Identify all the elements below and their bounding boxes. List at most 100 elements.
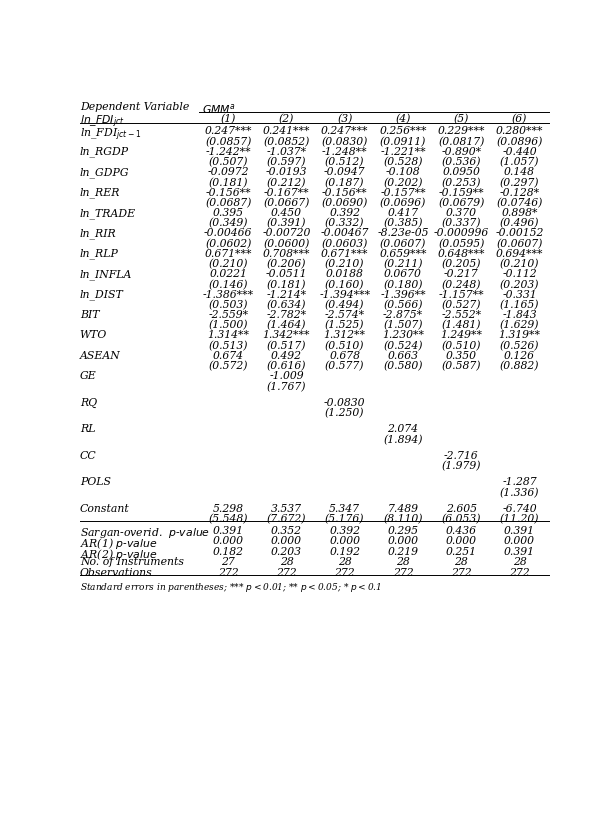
Text: $GMM^a$: $GMM^a$ — [202, 102, 236, 116]
Text: 0.898*: 0.898* — [501, 208, 538, 218]
Text: 0.000: 0.000 — [271, 536, 302, 546]
Text: -2.559*: -2.559* — [208, 310, 248, 320]
Text: 0.392: 0.392 — [329, 208, 360, 218]
Text: -6.740: -6.740 — [502, 504, 537, 514]
Text: 0.671***: 0.671*** — [321, 249, 368, 258]
Text: -1.287: -1.287 — [502, 478, 537, 487]
Text: (0.503): (0.503) — [208, 300, 248, 311]
Text: -2.574*: -2.574* — [325, 310, 365, 320]
Text: 28: 28 — [454, 557, 468, 567]
Text: (4): (4) — [395, 114, 411, 124]
Text: (0.0603): (0.0603) — [322, 239, 368, 249]
Text: (1.464): (1.464) — [267, 320, 306, 331]
Text: No. of Instruments: No. of Instruments — [80, 557, 184, 567]
Text: RQ: RQ — [80, 398, 97, 408]
Text: 0.000: 0.000 — [387, 536, 419, 546]
Text: 0.000: 0.000 — [329, 536, 360, 546]
Text: (0.527): (0.527) — [441, 300, 481, 311]
Text: (0.0667): (0.0667) — [263, 198, 310, 208]
Text: -1.396**: -1.396** — [380, 289, 426, 300]
Text: (1.894): (1.894) — [383, 434, 423, 445]
Text: 272: 272 — [451, 567, 471, 578]
Text: -0.0947: -0.0947 — [324, 167, 365, 177]
Text: ln_RGDP: ln_RGDP — [80, 147, 129, 157]
Text: (0.210): (0.210) — [500, 259, 539, 270]
Text: 0.436: 0.436 — [446, 526, 477, 536]
Text: (8.110): (8.110) — [383, 514, 423, 525]
Text: 272: 272 — [218, 567, 238, 578]
Text: 0.256***: 0.256*** — [379, 126, 427, 136]
Text: (0.510): (0.510) — [325, 341, 365, 351]
Text: 0.370: 0.370 — [446, 208, 477, 218]
Text: POLS: POLS — [80, 478, 111, 487]
Text: 0.417: 0.417 — [387, 208, 419, 218]
Text: (0.566): (0.566) — [383, 300, 423, 311]
Text: (1.500): (1.500) — [208, 320, 248, 331]
Text: 0.126: 0.126 — [504, 350, 535, 361]
Text: -0.00467: -0.00467 — [321, 228, 369, 238]
Text: AR(1) $p$-$value$: AR(1) $p$-$value$ — [80, 536, 158, 551]
Text: (0.297): (0.297) — [500, 178, 539, 187]
Text: 0.0188: 0.0188 — [326, 269, 364, 279]
Text: 0.0221: 0.0221 — [209, 269, 247, 279]
Text: -0.00720: -0.00720 — [262, 228, 311, 238]
Text: -2.716: -2.716 — [444, 451, 479, 460]
Text: (0.524): (0.524) — [383, 341, 423, 351]
Text: -0.112: -0.112 — [502, 269, 537, 279]
Text: 28: 28 — [396, 557, 410, 567]
Text: (1.250): (1.250) — [325, 408, 365, 418]
Text: 3.537: 3.537 — [271, 504, 302, 514]
Text: -1.037*: -1.037* — [267, 147, 306, 156]
Text: -0.0193: -0.0193 — [265, 167, 307, 177]
Text: Constant: Constant — [80, 504, 129, 514]
Text: RL: RL — [80, 425, 95, 434]
Text: $ln\_FDI_{jct}$: $ln\_FDI_{jct}$ — [80, 114, 124, 130]
Text: (0.580): (0.580) — [383, 361, 423, 372]
Text: -0.331: -0.331 — [502, 289, 537, 300]
Text: (0.0607): (0.0607) — [497, 239, 543, 249]
Text: (2): (2) — [279, 114, 294, 124]
Text: -0.0830: -0.0830 — [324, 398, 365, 408]
Text: 28: 28 — [338, 557, 352, 567]
Text: (0.337): (0.337) — [441, 218, 481, 229]
Text: (0.181): (0.181) — [208, 178, 248, 187]
Text: -0.159**: -0.159** — [438, 187, 484, 197]
Text: (0.494): (0.494) — [325, 300, 365, 311]
Text: 28: 28 — [280, 557, 294, 567]
Text: (0.577): (0.577) — [325, 361, 365, 372]
Text: -1.214*: -1.214* — [267, 289, 306, 300]
Text: (0.0602): (0.0602) — [205, 239, 251, 249]
Text: (0.211): (0.211) — [383, 259, 423, 270]
Text: Sargan-overid.  $p$-$value$: Sargan-overid. $p$-$value$ — [80, 526, 210, 540]
Text: -0.156**: -0.156** — [205, 187, 251, 197]
Text: (11.20): (11.20) — [500, 514, 539, 525]
Text: (1.629): (1.629) — [500, 320, 539, 331]
Text: 0.295: 0.295 — [387, 526, 419, 536]
Text: -0.167**: -0.167** — [264, 187, 310, 197]
Text: -1.009: -1.009 — [269, 371, 304, 381]
Text: 0.391: 0.391 — [504, 526, 535, 536]
Text: -0.0511: -0.0511 — [265, 269, 307, 279]
Text: (1.767): (1.767) — [267, 381, 306, 392]
Text: 0.203: 0.203 — [271, 547, 302, 557]
Text: (0.349): (0.349) — [208, 218, 248, 229]
Text: (0.528): (0.528) — [383, 157, 423, 167]
Text: 0.663: 0.663 — [387, 350, 419, 361]
Text: (6): (6) — [512, 114, 527, 124]
Text: -1.242**: -1.242** — [205, 147, 251, 156]
Text: (0.332): (0.332) — [325, 218, 365, 229]
Text: (0.202): (0.202) — [383, 178, 423, 187]
Text: 1.230**: 1.230** — [382, 330, 424, 341]
Text: (0.536): (0.536) — [441, 157, 481, 167]
Text: (0.180): (0.180) — [383, 280, 423, 290]
Text: 0.492: 0.492 — [271, 350, 302, 361]
Text: 1.249**: 1.249** — [440, 330, 482, 341]
Text: ln_TRADE: ln_TRADE — [80, 208, 136, 218]
Text: 272: 272 — [276, 567, 297, 578]
Text: -0.00152: -0.00152 — [495, 228, 544, 238]
Text: -2.875*: -2.875* — [383, 310, 423, 320]
Text: -0.440: -0.440 — [502, 147, 537, 156]
Text: BIT: BIT — [80, 310, 99, 320]
Text: ln_RLP: ln_RLP — [80, 249, 118, 259]
Text: 0.280***: 0.280*** — [496, 126, 543, 136]
